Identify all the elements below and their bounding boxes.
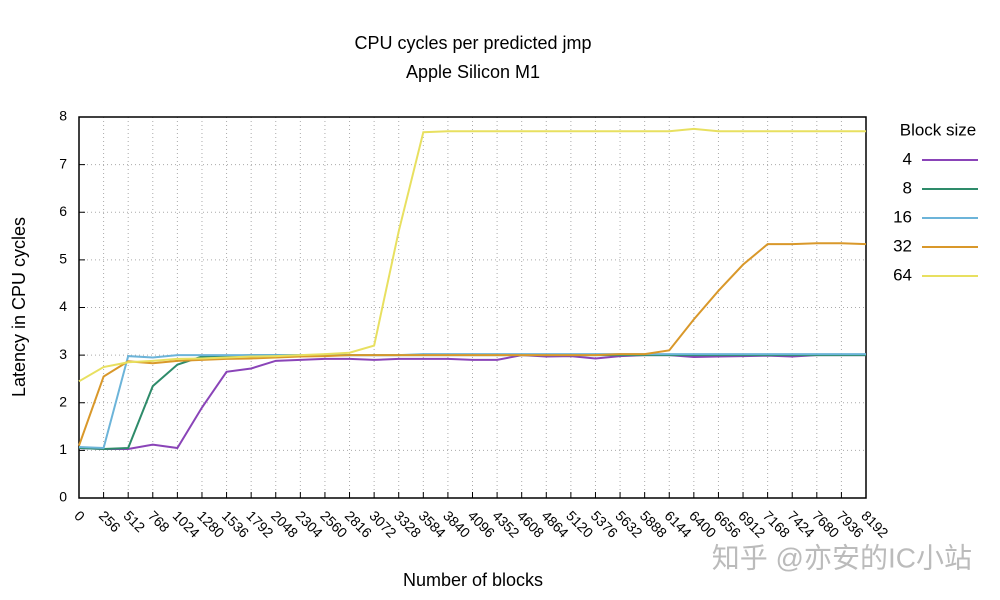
chart-title: CPU cycles per predicted jmp bbox=[354, 33, 591, 53]
x-tick-label: 4608 bbox=[514, 507, 547, 540]
x-tick-label: 6400 bbox=[686, 507, 719, 540]
x-tick-label: 2048 bbox=[268, 507, 301, 540]
x-tick-label: 3840 bbox=[440, 507, 473, 540]
x-tick-label: 3328 bbox=[391, 507, 424, 540]
x-tick-label: 6144 bbox=[662, 507, 695, 540]
x-tick-label: 256 bbox=[96, 507, 124, 535]
x-tick-label: 5376 bbox=[588, 507, 621, 540]
y-axis-label: Latency in CPU cycles bbox=[9, 217, 29, 397]
x-tick-label: 1536 bbox=[219, 507, 252, 540]
x-tick-label: 7680 bbox=[809, 507, 842, 540]
x-tick-label: 6656 bbox=[711, 507, 744, 540]
x-tick-label: 8192 bbox=[858, 507, 891, 540]
y-tick-label: 1 bbox=[59, 441, 67, 457]
y-tick-label: 5 bbox=[59, 251, 67, 267]
x-tick-label: 1792 bbox=[243, 507, 276, 540]
y-tick-label: 8 bbox=[59, 108, 67, 124]
x-axis-label: Number of blocks bbox=[403, 570, 543, 590]
x-tick-label: 2816 bbox=[342, 507, 375, 540]
series-line bbox=[78, 242, 867, 446]
series-line bbox=[78, 127, 866, 383]
legend-label: 32 bbox=[893, 236, 912, 255]
x-tick-label: 4864 bbox=[539, 507, 572, 540]
x-tick-label: 4352 bbox=[489, 507, 522, 540]
x-tick-label: 5888 bbox=[637, 507, 670, 540]
x-tick-label: 2304 bbox=[293, 507, 326, 540]
x-tick-label: 7424 bbox=[784, 507, 817, 540]
x-tick-label: 4096 bbox=[465, 507, 498, 540]
x-tick-label: 3584 bbox=[416, 507, 449, 540]
y-tick-label: 0 bbox=[59, 489, 67, 505]
x-tick-label: 0 bbox=[71, 507, 88, 524]
legend-label: 64 bbox=[893, 265, 912, 284]
x-tick-label: 1024 bbox=[170, 507, 203, 540]
legend-label: 16 bbox=[893, 207, 912, 226]
x-tick-label: 2560 bbox=[317, 507, 350, 540]
x-tick-label: 512 bbox=[120, 507, 148, 535]
x-tick-label: 1280 bbox=[194, 507, 227, 540]
watermark: 知乎 @亦安的IC小站 bbox=[712, 542, 972, 573]
x-tick-label: 6912 bbox=[735, 507, 768, 540]
legend-title: Block size bbox=[900, 120, 977, 139]
y-tick-label: 7 bbox=[59, 155, 67, 171]
y-tick-label: 6 bbox=[59, 203, 67, 219]
x-tick-label: 7936 bbox=[834, 507, 867, 540]
legend-label: 4 bbox=[903, 149, 912, 168]
x-tick-label: 5632 bbox=[612, 507, 645, 540]
legend-label: 8 bbox=[903, 178, 912, 197]
series-line bbox=[78, 354, 866, 450]
chart-subtitle: Apple Silicon M1 bbox=[406, 62, 540, 82]
x-tick-label: 768 bbox=[145, 507, 173, 535]
y-tick-label: 4 bbox=[59, 298, 67, 314]
x-tick-label: 3072 bbox=[366, 507, 399, 540]
x-tick-label: 5120 bbox=[563, 507, 596, 540]
plot-frame bbox=[78, 116, 867, 499]
x-tick-label: 7168 bbox=[760, 507, 793, 540]
y-tick-label: 3 bbox=[59, 346, 67, 362]
y-tick-label: 2 bbox=[59, 393, 67, 409]
